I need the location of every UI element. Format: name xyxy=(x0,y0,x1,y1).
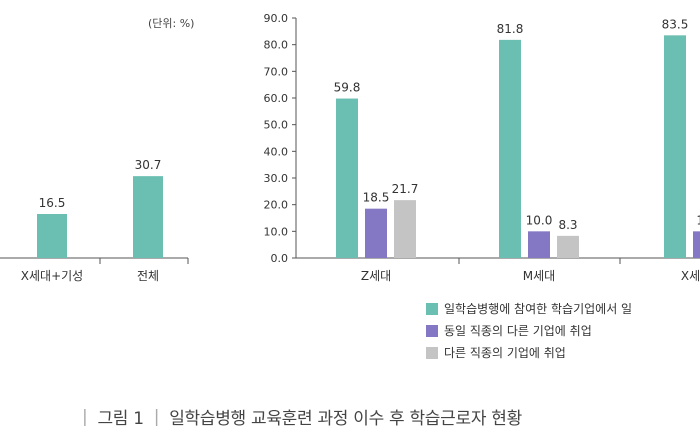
bar-label-0-0: 59.8 xyxy=(334,81,361,95)
unit-label: (단위: %) xyxy=(148,17,194,30)
y-tick-label: 0.0 xyxy=(271,252,289,265)
caption-text: 일학습병행 교육훈련 과정 이수 후 학습근로자 현황 xyxy=(169,409,522,429)
left-category-label-1: 전체 xyxy=(137,269,159,283)
y-tick-label: 90.0 xyxy=(264,12,289,25)
figure-caption: | 그림 1 | 일학습병행 교육훈련 과정 이수 후 학습근로자 현황 xyxy=(82,404,522,430)
y-tick-label: 80.0 xyxy=(264,39,289,52)
bar-label-1-0: 81.8 xyxy=(497,22,524,36)
bar-1-1 xyxy=(528,231,550,258)
left-bar-1 xyxy=(133,176,163,258)
bar-0-0 xyxy=(336,98,358,259)
bar-label-1-2: 8.3 xyxy=(558,218,577,232)
bar-0-2 xyxy=(394,200,416,258)
category-label-2: X세대 xyxy=(681,269,700,283)
bar-label-2-1: 10 xyxy=(696,213,700,227)
category-label-0: Z세대 xyxy=(361,269,391,283)
bar-label-1-1: 10.0 xyxy=(526,213,553,227)
bar-label-2-0: 83.5 xyxy=(662,17,689,31)
y-tick-label: 50.0 xyxy=(264,119,289,132)
bar-2-1 xyxy=(693,231,700,258)
legend-label-2: 다른 직종의 기업에 취업 xyxy=(444,346,566,360)
y-tick-label: 40.0 xyxy=(264,145,289,158)
legend-swatch-0 xyxy=(426,303,438,315)
y-tick-label: 70.0 xyxy=(264,65,289,78)
left-bar-label-0: 16.5 xyxy=(39,196,66,210)
legend-label-1: 동일 직종의 다른 기업에 취업 xyxy=(444,324,592,338)
legend-swatch-2 xyxy=(426,347,438,359)
y-tick-label: 30.0 xyxy=(264,172,289,185)
bar-0-1 xyxy=(365,208,387,258)
legend-label-0: 일학습병행에 참여한 학습기업에서 일 xyxy=(444,301,632,316)
caption-separator: | xyxy=(153,406,160,427)
left-category-label-0: X세대+기성 xyxy=(21,269,83,283)
left-bar-0 xyxy=(37,214,67,258)
y-tick-label: 20.0 xyxy=(264,199,289,212)
bar-label-0-2: 21.7 xyxy=(392,182,419,196)
caption-prefix: 그림 1 xyxy=(97,409,144,429)
legend-swatch-1 xyxy=(426,325,438,337)
left-bar-label-1: 30.7 xyxy=(135,158,162,172)
bar-1-2 xyxy=(557,235,579,258)
bar-2-0 xyxy=(664,35,686,259)
caption-separator: | xyxy=(82,406,88,427)
bar-label-0-1: 18.5 xyxy=(363,191,390,205)
y-tick-label: 10.0 xyxy=(264,225,289,238)
bar-1-0 xyxy=(499,39,521,258)
y-tick-label: 60.0 xyxy=(264,92,289,105)
category-label-1: M세대 xyxy=(523,269,555,283)
